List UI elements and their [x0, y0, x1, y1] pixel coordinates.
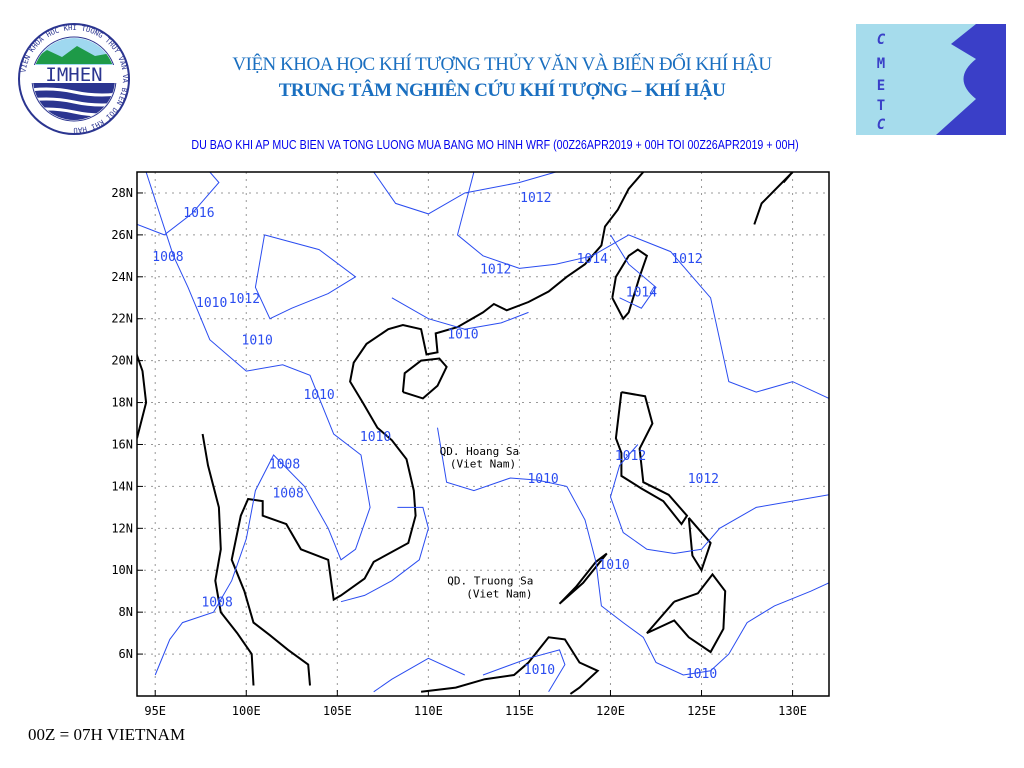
- isobar-line: [254, 234, 357, 320]
- island-label: (Viet Nam): [466, 587, 532, 600]
- coastline: [611, 248, 649, 321]
- coastline: [558, 552, 608, 605]
- isobar-label: 1010: [524, 663, 555, 678]
- y-tick-label: 26N: [111, 228, 133, 242]
- y-tick-label: 24N: [111, 270, 133, 284]
- svg-text:C: C: [877, 32, 886, 48]
- isobar-label: 1012: [520, 191, 551, 206]
- svg-text:M: M: [877, 56, 885, 72]
- x-tick-label: 120E: [596, 704, 625, 718]
- isobar-label: 1014: [577, 252, 608, 267]
- isobar-label: 1008: [201, 596, 232, 611]
- isobar-label: 1010: [527, 472, 558, 487]
- isobar-line: [145, 172, 371, 676]
- coastline: [230, 172, 645, 686]
- isobar-line: [373, 657, 466, 693]
- coastline: [646, 572, 727, 654]
- y-tick-label: 8N: [119, 605, 133, 619]
- isobar-line: [373, 172, 556, 215]
- coastline: [753, 172, 794, 225]
- institute-name: VIỆN KHOA HỌC KHÍ TƯỢNG THỦY VĂN VÀ BIẾN…: [232, 54, 772, 75]
- isobar-line: [610, 234, 657, 309]
- x-tick-label: 130E: [778, 704, 807, 718]
- svg-text:E: E: [877, 78, 885, 94]
- isobar-label: 1010: [598, 558, 629, 573]
- isobar-label: 1016: [183, 206, 214, 221]
- map-frame: [136, 171, 830, 697]
- isobar-label: 1010: [242, 334, 273, 349]
- center-name: TRUNG TÂM NGHIÊN CỨU KHÍ TƯỢNG – KHÍ HẬU: [278, 80, 726, 101]
- isobar-line: [340, 506, 429, 603]
- coastline: [614, 391, 689, 526]
- island-label: QD. Truong Sa: [447, 575, 533, 588]
- y-tick-label: 22N: [111, 312, 133, 326]
- y-tick-label: 20N: [111, 354, 133, 368]
- isobar-label: 1008: [269, 457, 300, 472]
- isobar-line: [437, 427, 829, 676]
- y-tick-label: 28N: [111, 186, 133, 200]
- imhen-logo-text: IMHEN: [45, 64, 102, 86]
- x-tick-label: 100E: [232, 704, 261, 718]
- isobar-label: 1012: [480, 262, 511, 277]
- coastline: [201, 433, 255, 686]
- coastline: [687, 517, 712, 573]
- y-tick-label: 6N: [119, 647, 133, 661]
- coastline: [401, 357, 448, 400]
- svg-text:C: C: [877, 117, 886, 133]
- isobar-label: 1012: [615, 449, 646, 464]
- x-tick-label: 95E: [144, 704, 166, 718]
- y-tick-label: 16N: [111, 437, 133, 451]
- map-title: DU BAO KHI AP MUC BIEN VA TONG LUONG MUA…: [191, 137, 799, 152]
- island-label: (Viet Nam): [450, 457, 516, 470]
- isobar-label: 1010: [686, 667, 717, 682]
- isobar-label: 1014: [626, 285, 657, 300]
- isobar-line: [137, 172, 220, 236]
- y-tick-label: 12N: [111, 521, 133, 535]
- x-tick-label: 110E: [414, 704, 443, 718]
- x-tick-label: 125E: [687, 704, 716, 718]
- y-tick-label: 10N: [111, 563, 133, 577]
- isobar-label: 1012: [671, 252, 702, 267]
- svg-text:T: T: [877, 98, 885, 114]
- isobar-label: 1010: [447, 327, 478, 342]
- imhen-logo: VIEN KHOA HOC KHI TUONG THUY VAN VA BIEN…: [17, 22, 132, 137]
- isobar-line: [456, 172, 829, 399]
- isobar-line: [391, 297, 529, 330]
- x-tick-label: 115E: [505, 704, 534, 718]
- isobar-line: [482, 649, 566, 693]
- coastline: [420, 636, 600, 695]
- y-tick-label: 14N: [111, 479, 133, 493]
- isobar-line: [609, 444, 829, 555]
- isobar-label: 1010: [196, 296, 227, 311]
- isobar-label: 1010: [360, 430, 391, 445]
- isobar-label: 1010: [303, 388, 334, 403]
- y-tick-label: 18N: [111, 396, 133, 410]
- isobar-label: 1012: [229, 292, 260, 307]
- time-note: 00Z = 07H VIETNAM: [28, 725, 186, 744]
- isobar-label: 1008: [152, 250, 183, 265]
- isobar-label: 1008: [272, 487, 303, 502]
- x-tick-label: 105E: [323, 704, 352, 718]
- island-label: QD. Hoang Sa: [440, 445, 519, 458]
- isobar-label: 1012: [688, 472, 719, 487]
